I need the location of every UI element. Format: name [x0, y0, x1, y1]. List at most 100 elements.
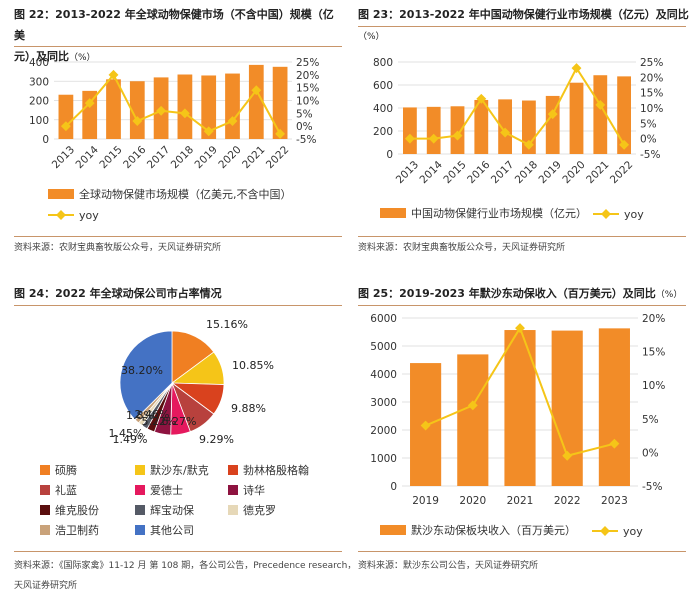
pie-legend-label: 德克罗	[243, 504, 276, 517]
panel22-rule-top	[14, 46, 342, 47]
y-right-tick-label: 20%	[296, 70, 319, 82]
y-left-tick-label: 400	[373, 103, 393, 115]
pie-legend-swatch	[135, 505, 145, 515]
x-tick-label: 2021	[507, 495, 534, 507]
panel23-rule-bottom	[358, 236, 686, 237]
yoy-point	[251, 85, 262, 96]
yoy-point	[275, 128, 286, 139]
legend-swatch-bar	[380, 208, 406, 218]
yoy-point	[132, 116, 143, 126]
panel22-title: 图 22：2013-2022 年全球动物保健市场（不含中国）规模（亿美 元）及同…	[14, 8, 334, 63]
x-tick-label: 2016	[121, 144, 149, 172]
pie-legend-item: 辉宝动保	[135, 502, 194, 518]
yoy-point	[428, 133, 439, 144]
panel23-rule-top	[358, 26, 686, 27]
panel24-rule-bottom	[14, 551, 342, 552]
bar	[498, 99, 513, 154]
x-tick-label: 2017	[145, 144, 172, 171]
panel22-source: 资料来源：农财宝典畜牧版公众号，天风证券研究所	[14, 243, 222, 253]
y-right-tick-label: -5%	[642, 481, 662, 493]
y-left-tick-label: 4000	[370, 369, 397, 381]
y-left-tick-label: 800	[373, 57, 393, 69]
bar	[617, 76, 632, 154]
pie-legend-swatch	[40, 525, 50, 535]
bar	[474, 99, 489, 154]
pie-legend-label: 辉宝动保	[150, 504, 194, 517]
pie-slice	[119, 330, 173, 421]
pie-legend-item: 诗华	[228, 482, 265, 498]
y-right-tick-label: 15%	[640, 88, 663, 100]
y-left-tick-label: 200	[373, 126, 393, 138]
panel22-rule-bottom	[14, 236, 342, 237]
x-tick-label: 2018	[169, 144, 196, 171]
pie-legend-label: 维克股份	[55, 504, 99, 517]
pie-legend-item: 爱德士	[135, 482, 183, 498]
pie-legend-label: 爱德士	[150, 484, 183, 497]
bar	[545, 95, 560, 154]
bar	[201, 75, 217, 139]
x-tick-label: 2019	[193, 144, 220, 171]
x-tick-label: 2021	[240, 144, 267, 171]
pie-legend-label: 浩卫制药	[55, 524, 99, 537]
y-right-tick-label: 20%	[642, 313, 665, 325]
pie-data-label: 1.49%	[113, 433, 148, 446]
y-right-tick-label: 15%	[296, 83, 319, 95]
y-right-tick-label: -5%	[640, 149, 660, 161]
y-right-tick-label: 10%	[296, 96, 319, 108]
y-right-tick-label: 25%	[296, 57, 319, 69]
bar	[106, 79, 121, 139]
pie-legend-item: 维克股份	[40, 502, 99, 518]
y-right-tick-label: 5%	[642, 414, 659, 426]
y-left-tick-label: 0	[386, 149, 393, 161]
panel25-rule-bottom	[358, 551, 686, 552]
y-left-tick-label: 300	[29, 76, 49, 88]
yoy-line	[409, 66, 625, 147]
panel23-title: 图 23：2013-2022 年中国动物保健行业市场规模（亿元）及同比（%）	[358, 8, 689, 42]
pie-legend-item: 德克罗	[228, 502, 276, 518]
pie-legend-label: 礼蓝	[55, 484, 77, 497]
pie-legend-label: 硕腾	[55, 464, 77, 477]
x-tick-label: 2018	[513, 159, 540, 186]
panel25-rule-top	[358, 305, 686, 306]
pie-legend-swatch	[135, 465, 145, 475]
chart-panel24: 15.16% 10.85% 9.88% 9.29%6.27%5.22%2.46%1.8…	[109, 318, 274, 446]
panel24-legend: 硕腾 默沙东/默克 勃林格殷格翰 礼蓝 爱德士 诗华 维克股份 辉宝动保 德克罗 浩卫制药 其他公司	[40, 462, 340, 542]
bar	[129, 81, 145, 139]
x-tick-label: 2022	[554, 495, 581, 507]
yoy-point	[476, 93, 487, 104]
legend-label-line: yoy	[623, 525, 643, 538]
bar	[457, 354, 489, 486]
x-tick-label: 2014	[74, 144, 102, 172]
pie-legend-item: 勃林格殷格翰	[228, 462, 309, 478]
panel23-source: 资料来源：农财宝典畜牧版公众号，天风证券研究所	[358, 243, 566, 253]
pie-legend-label: 勃林格殷格翰	[243, 464, 309, 477]
legend-swatch-bar	[48, 189, 74, 199]
pie-legend-swatch	[228, 505, 238, 515]
pie-data-label: 1.8%	[126, 409, 154, 422]
bar	[569, 82, 584, 154]
y-right-tick-label: 0%	[642, 447, 659, 459]
bar	[402, 107, 417, 154]
pie-data-label: 2.46%	[135, 408, 170, 421]
y-right-tick-label: 15%	[642, 347, 665, 359]
yoy-point	[515, 323, 525, 334]
yoy-point	[619, 139, 630, 150]
yoy-point	[227, 116, 238, 126]
y-left-tick-label: 2000	[370, 425, 397, 437]
panel24-source-line1: 资料来源：《国际家禽》11-12 月 第 108 期，各公司公告，Precede…	[14, 561, 357, 571]
yoy-point	[571, 63, 582, 74]
yoy-point	[420, 420, 431, 431]
chart-panel22: 0 100 200 300 400 -5%0%5%10%15%20%25% 20132014…	[29, 57, 319, 222]
legend-label-bar: 中国动物保健行业市场规模（亿元）	[411, 206, 587, 220]
legend-label-bar: 默沙东动保板块收入（百万美元）	[411, 523, 576, 537]
bar	[551, 330, 583, 486]
panel24-rule-top	[14, 305, 342, 306]
y-right-tick-label: 0%	[296, 121, 313, 133]
bar	[426, 106, 441, 154]
y-left-tick-label: 6000	[370, 313, 397, 325]
legend-label-line: yoy	[624, 208, 644, 221]
pie-legend-item: 默沙东/默克	[135, 462, 209, 478]
panel25-source: 资料来源：默沙东公司公告，天风证券研究所	[358, 561, 539, 571]
x-tick-label: 2016	[465, 159, 493, 187]
yoy-point	[467, 400, 478, 411]
